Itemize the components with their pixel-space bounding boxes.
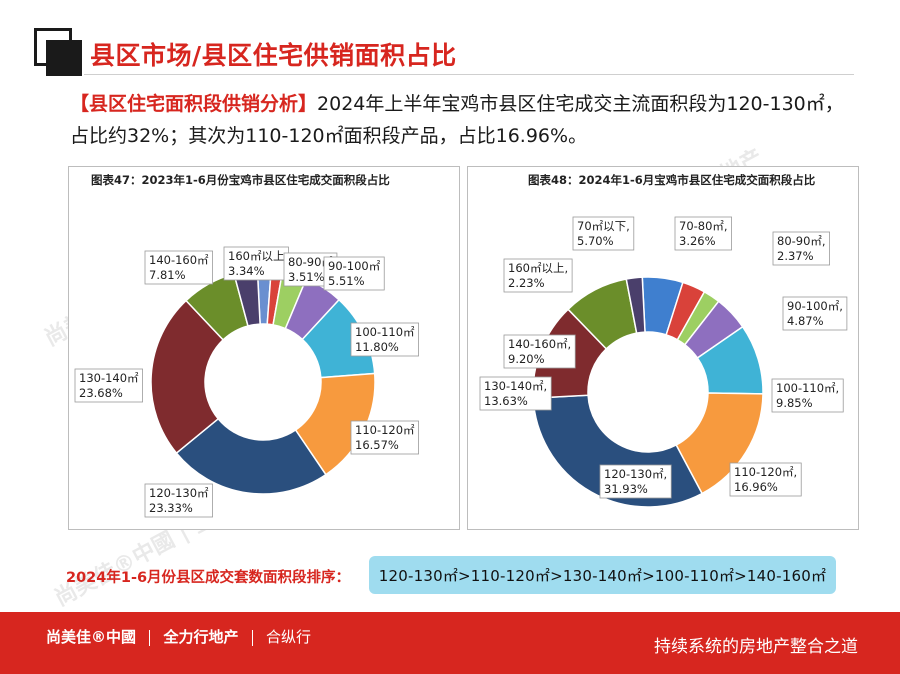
slice-value: 31.93% [604,482,648,496]
label-box [74,368,143,403]
slice-label: 100-110㎡,9.85% [771,378,844,413]
footer-bar: 尚美佳®中國 全力行地产 合纵行 持续系统的房地产整合之道 [0,612,900,674]
title-divider [84,74,854,75]
label-box [350,322,419,357]
donut-slice [150,299,225,455]
brand-shangmeijia: 尚美佳®中國 [46,628,137,646]
slice-value: 4.87% [787,314,824,328]
slice-value: 23.68% [79,386,123,400]
slice-category: 120-130㎡, [604,467,667,481]
slice-value: 23.33% [149,501,193,515]
chart-title: 图表47：2023年1-6月份宝鸡市县区住宅成交面积段占比 [91,173,390,187]
slice-label: 70㎡以下,5.70% [572,216,635,251]
label-box [572,216,635,251]
footer-brand: 尚美佳®中國 全力行地产 合纵行 [46,626,311,647]
brand-quanlixing: 全力行地产 [163,628,239,646]
donut-slice [625,276,646,334]
label-box [323,256,385,291]
intro-text: 2024年上半年宝鸡市县区住宅成交主流面积段为120-130㎡，占比约32%；其… [70,93,844,147]
slice-category: 70-80㎡, [679,219,728,233]
label-box [782,296,848,331]
slice-label: 90-100㎡,4.87% [782,296,848,331]
slice-value: 3.51% [288,270,325,284]
slice-category: 100-110㎡, [776,381,839,395]
page-title: 县区市场/县区住宅供销面积占比 [90,41,457,70]
chart-panel-2024: 图表48：2024年1-6月宝鸡市县区住宅成交面积段占比 70㎡以下, 5.70%… [467,166,859,530]
slice-label: 110-120㎡,16.96% [729,462,802,497]
slice-value: 2.23% [508,276,545,290]
label-box [729,462,802,497]
ranking-label: 2024年1-6月份县区成交套数面积段排序： [66,570,351,586]
slice-value: 5.70% [577,234,614,248]
slice-label: 120-130㎡,31.93% [599,464,672,499]
slice-category: 160㎡以上 [228,249,284,263]
slice-category: 120-130㎡ [149,486,209,500]
slice-value: 11.80% [355,340,399,354]
slice-value: 2.37% [777,249,814,263]
slice-label: 70-80㎡,3.26% [674,216,732,251]
label-box [503,334,576,369]
slice-value: 9.85% [776,396,813,410]
slice-value: 16.57% [355,438,399,452]
slice-category: 140-160㎡, [508,337,571,351]
label-box [144,483,213,518]
donut-chart-2024: 70㎡以下,5.70% 70-80㎡,3.26% 80-90㎡,2.37% 90-10… [479,216,848,508]
title-logo-icon [34,28,84,76]
label-box [599,464,672,499]
slice-category: 140-160㎡ [149,253,209,267]
slice-value: 7.81% [149,268,186,282]
brand-hezongxing: 合纵行 [265,628,311,646]
slice-value: 13.63% [484,394,528,408]
chart-panel-2023: 图表47：2023年1-6月份宝鸡市县区住宅成交面积段占比 160㎡以上 3.34… [68,166,460,530]
chart-title: 图表48：2024年1-6月宝鸡市县区住宅成交面积段占比 [528,173,816,187]
slice-value: 3.34% [228,264,265,278]
slice-category: 100-110㎡ [355,325,415,339]
slice-category: 80-90㎡ [288,255,333,269]
slice-category: 110-120㎡ [355,423,415,437]
slice-category: 130-140㎡ [79,371,139,385]
slice-label: 160㎡以上,2.23% [503,258,573,293]
slice-label: 80-90㎡,2.37% [772,231,830,266]
footer-slogan: 持续系统的房地产整合之道 [654,637,858,657]
label-box [350,420,419,455]
label-box [223,246,289,281]
donut-slice [175,417,327,495]
ranking-box: 120-130㎡>110-120㎡>130-140㎡>100-110㎡>140-… [369,556,836,594]
slice-label: 140-160㎡,9.20% [503,334,576,369]
label-box [772,231,830,266]
slice-value: 9.20% [508,352,545,366]
slice-category: 160㎡以上, [508,261,568,275]
slice-category: 70㎡以下, [577,219,630,233]
label-box [771,378,844,413]
slice-category: 110-120㎡, [734,465,797,479]
label-box [479,376,552,411]
slice-value: 5.51% [328,274,365,288]
slice-value: 16.96% [734,480,778,494]
slice-category: 90-100㎡ [328,259,381,273]
label-box [503,258,573,293]
slice-label: 130-140㎡,13.63% [479,376,552,411]
donut-chart-2023: 160㎡以上3.34%80-90㎡3.51%90-100㎡5.51%100-11… [74,246,419,518]
slice-category: 130-140㎡, [484,379,547,393]
label-box [674,216,732,251]
label-box [144,250,213,285]
slice-category: 90-100㎡, [787,299,843,313]
slice-value: 3.26% [679,234,716,248]
intro-highlight: 【县区住宅面积段供销分析】 [70,93,318,115]
intro-paragraph: 【县区住宅面积段供销分析】2024年上半年宝鸡市县区住宅成交主流面积段为120-… [70,88,850,152]
slice-category: 80-90㎡, [777,234,826,248]
